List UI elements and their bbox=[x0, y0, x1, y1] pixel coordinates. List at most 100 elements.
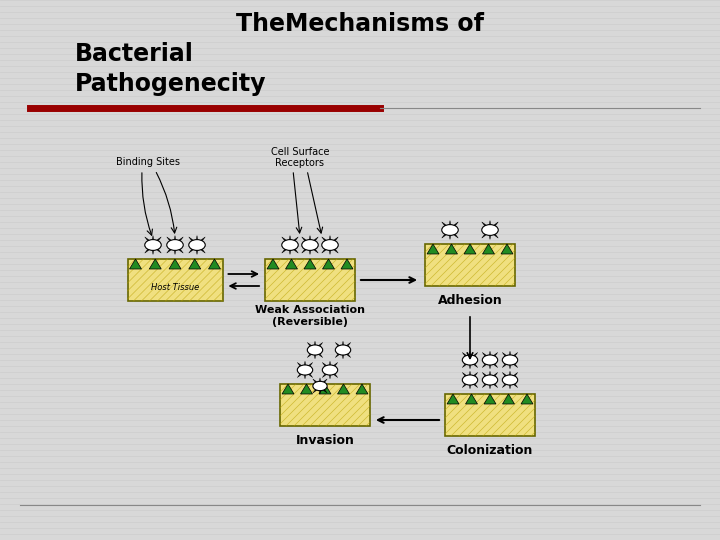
Polygon shape bbox=[469, 382, 471, 389]
Text: Cell Surface: Cell Surface bbox=[271, 147, 329, 157]
Polygon shape bbox=[169, 259, 181, 269]
Polygon shape bbox=[306, 372, 312, 377]
Ellipse shape bbox=[189, 240, 205, 251]
Polygon shape bbox=[489, 362, 491, 369]
Bar bbox=[445, 394, 535, 436]
Polygon shape bbox=[304, 361, 306, 368]
Polygon shape bbox=[323, 362, 329, 369]
Polygon shape bbox=[489, 220, 491, 227]
Polygon shape bbox=[489, 382, 491, 389]
Ellipse shape bbox=[462, 355, 477, 365]
Polygon shape bbox=[174, 235, 176, 242]
Polygon shape bbox=[307, 342, 314, 349]
Polygon shape bbox=[329, 373, 331, 379]
Polygon shape bbox=[464, 244, 476, 254]
Polygon shape bbox=[451, 231, 458, 238]
Polygon shape bbox=[336, 351, 342, 357]
Bar bbox=[265, 259, 355, 301]
Ellipse shape bbox=[322, 240, 338, 251]
Ellipse shape bbox=[482, 355, 498, 365]
Polygon shape bbox=[509, 362, 511, 369]
Ellipse shape bbox=[145, 240, 161, 251]
Polygon shape bbox=[491, 381, 498, 388]
Polygon shape bbox=[304, 259, 316, 269]
Polygon shape bbox=[521, 394, 533, 404]
Polygon shape bbox=[489, 233, 491, 239]
Polygon shape bbox=[311, 246, 318, 253]
Polygon shape bbox=[198, 237, 205, 244]
Polygon shape bbox=[176, 246, 184, 253]
Polygon shape bbox=[282, 384, 294, 394]
Polygon shape bbox=[209, 259, 220, 269]
Polygon shape bbox=[491, 353, 498, 359]
Polygon shape bbox=[154, 246, 161, 253]
Polygon shape bbox=[509, 382, 511, 389]
Polygon shape bbox=[316, 351, 323, 357]
Polygon shape bbox=[319, 388, 321, 394]
Polygon shape bbox=[319, 384, 331, 394]
Polygon shape bbox=[503, 373, 509, 379]
Polygon shape bbox=[482, 231, 489, 238]
Polygon shape bbox=[196, 235, 198, 242]
Bar bbox=[280, 384, 370, 426]
Polygon shape bbox=[442, 222, 449, 228]
Polygon shape bbox=[469, 351, 471, 357]
Polygon shape bbox=[482, 381, 489, 388]
Polygon shape bbox=[482, 353, 489, 359]
Polygon shape bbox=[167, 237, 174, 244]
Polygon shape bbox=[267, 259, 279, 269]
Polygon shape bbox=[344, 342, 351, 349]
Polygon shape bbox=[319, 378, 321, 384]
Polygon shape bbox=[331, 237, 338, 244]
Polygon shape bbox=[509, 371, 511, 377]
Bar bbox=[127, 259, 222, 301]
Ellipse shape bbox=[313, 381, 327, 390]
Text: Weak Association: Weak Association bbox=[255, 305, 365, 315]
Polygon shape bbox=[313, 387, 319, 393]
Polygon shape bbox=[471, 361, 477, 368]
Polygon shape bbox=[482, 244, 495, 254]
Polygon shape bbox=[489, 351, 491, 357]
Polygon shape bbox=[503, 361, 509, 368]
Polygon shape bbox=[149, 259, 161, 269]
Text: Binding Sites: Binding Sites bbox=[116, 157, 180, 167]
Polygon shape bbox=[489, 371, 491, 377]
Polygon shape bbox=[154, 237, 161, 244]
Polygon shape bbox=[462, 353, 469, 359]
Polygon shape bbox=[451, 222, 458, 228]
Polygon shape bbox=[336, 342, 342, 349]
Polygon shape bbox=[511, 361, 518, 368]
Polygon shape bbox=[167, 246, 174, 253]
Polygon shape bbox=[491, 222, 498, 228]
Polygon shape bbox=[331, 246, 338, 253]
Polygon shape bbox=[329, 247, 331, 254]
Polygon shape bbox=[503, 353, 509, 359]
Polygon shape bbox=[342, 353, 344, 359]
Polygon shape bbox=[356, 384, 368, 394]
Polygon shape bbox=[503, 394, 515, 404]
Polygon shape bbox=[152, 235, 154, 242]
Ellipse shape bbox=[503, 375, 518, 385]
Polygon shape bbox=[344, 351, 351, 357]
Polygon shape bbox=[176, 237, 184, 244]
Polygon shape bbox=[331, 362, 338, 369]
Ellipse shape bbox=[282, 240, 298, 251]
Polygon shape bbox=[484, 394, 496, 404]
Polygon shape bbox=[509, 351, 511, 357]
Polygon shape bbox=[331, 372, 338, 377]
Ellipse shape bbox=[442, 225, 458, 235]
Polygon shape bbox=[491, 231, 498, 238]
Polygon shape bbox=[152, 247, 154, 254]
Polygon shape bbox=[329, 361, 331, 368]
Polygon shape bbox=[511, 373, 518, 379]
Polygon shape bbox=[309, 235, 311, 242]
Polygon shape bbox=[447, 394, 459, 404]
Text: Pathogenecity: Pathogenecity bbox=[75, 72, 266, 96]
Polygon shape bbox=[491, 361, 498, 368]
Polygon shape bbox=[189, 246, 196, 253]
Polygon shape bbox=[289, 235, 291, 242]
Polygon shape bbox=[289, 247, 291, 254]
Text: TheMechanisms of: TheMechanisms of bbox=[236, 12, 484, 36]
Polygon shape bbox=[304, 373, 306, 379]
Polygon shape bbox=[297, 362, 304, 369]
